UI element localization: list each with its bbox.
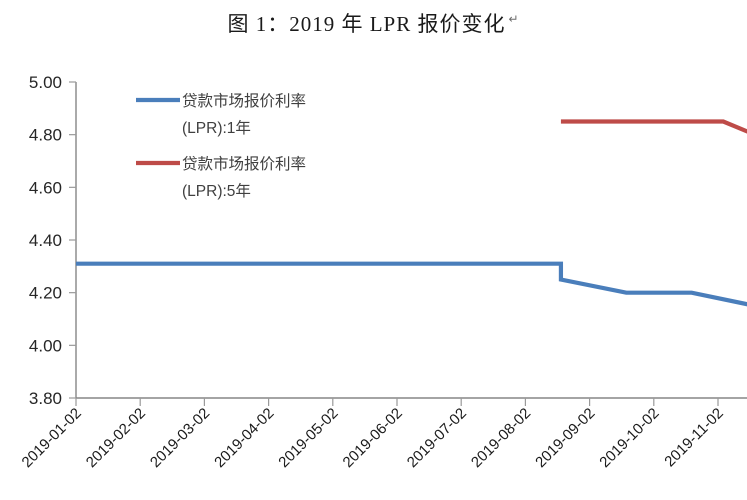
x-tick-label: 2019-03-02 [147, 405, 213, 471]
x-tick-label: 2019-04-02 [211, 405, 277, 471]
y-tick-label: 4.40 [29, 231, 62, 250]
y-tick-label: 3.80 [29, 389, 62, 408]
legend-label-line1: 贷款市场报价利率 [182, 155, 306, 173]
x-tick-label: 2019-08-02 [468, 405, 534, 471]
x-axis-group: 2019-01-022019-02-022019-03-022019-04-02… [19, 397, 747, 471]
y-tick-label: 4.80 [29, 126, 62, 145]
page-title: 图 1：2019 年 LPR 报价变化 ↵ [0, 8, 747, 38]
y-tick-label: 4.60 [29, 178, 62, 197]
x-tick-label: 2019-02-02 [83, 405, 149, 471]
x-tick-label: 2019-05-02 [275, 405, 341, 471]
x-tick-label: 2019-06-02 [340, 405, 406, 471]
x-tick-label: 2019-11-02 [661, 405, 726, 470]
series-group [76, 119, 747, 307]
series-line [76, 261, 747, 307]
y-tick-label: 4.20 [29, 284, 62, 303]
series-line [560, 119, 747, 134]
legend-label-line1: 贷款市场报价利率 [182, 92, 306, 110]
y-tick-label: 4.00 [29, 336, 62, 355]
y-axis-group: 3.80 4.00 4.20 4.40 4.60 4.80 5.00 [29, 73, 77, 408]
x-tick-label: 2019-10-02 [596, 405, 662, 471]
x-tick-label: 2019-09-02 [532, 405, 598, 471]
x-tick-label: 2019-01-02 [19, 405, 85, 471]
x-tick-label: 2019-07-02 [404, 405, 470, 471]
paragraph-mark-icon: ↵ [508, 12, 520, 26]
chart-title-text: 图 1：2019 年 LPR 报价变化 [227, 12, 506, 36]
legend-label-line2: (LPR):1年 [182, 119, 251, 137]
y-tick-label: 5.00 [29, 73, 62, 92]
legend-label-line2: (LPR):5年 [182, 182, 251, 200]
